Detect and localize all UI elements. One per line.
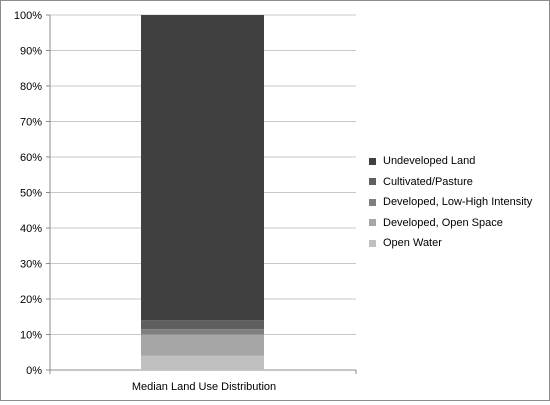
bar-segment-open-water (141, 355, 264, 370)
y-tick-label: 90% (20, 46, 42, 58)
x-category-label: Median Land Use Distribution (132, 381, 276, 393)
legend-label: Developed, Low-High Intensity (383, 196, 533, 209)
legend-swatch (369, 198, 376, 206)
y-tick-label: 30% (20, 259, 42, 271)
legend-label: Undeveloped Land (383, 155, 476, 168)
legend-swatch (369, 239, 376, 247)
legend-swatch (369, 157, 376, 165)
legend-item: Developed, Low-High Intensity (369, 192, 532, 213)
bar-segment-cultivated-pasture (141, 320, 264, 330)
legend: Undeveloped Land Cultivated/Pasture Develo… (369, 151, 532, 254)
y-tick-label: 0% (26, 365, 42, 377)
y-tick-label: 40% (20, 223, 42, 235)
legend-swatch (369, 178, 376, 186)
y-tick-label: 10% (20, 330, 42, 342)
bar-segment-developed-open-space (141, 334, 264, 356)
legend-label: Developed, Open Space (383, 216, 503, 229)
y-tick-label: 50% (20, 188, 42, 200)
bar-segment-developed-low-high-intensity (141, 329, 264, 335)
legend-label: Open Water (383, 237, 442, 250)
y-tick-label: 70% (20, 117, 42, 129)
legend-swatch (369, 219, 376, 227)
bar-segment-undeveloped-land (141, 15, 264, 321)
legend-item: Cultivated/Pasture (369, 172, 532, 193)
legend-item: Open Water (369, 233, 532, 254)
legend-item: Developed, Open Space (369, 213, 532, 234)
y-tick-label: 20% (20, 294, 42, 306)
y-tick-label: 60% (20, 152, 42, 164)
legend-item: Undeveloped Land (369, 151, 532, 172)
y-tick-label: 100% (14, 10, 42, 22)
legend-label: Cultivated/Pasture (383, 175, 473, 188)
y-tick-label: 80% (20, 81, 42, 93)
